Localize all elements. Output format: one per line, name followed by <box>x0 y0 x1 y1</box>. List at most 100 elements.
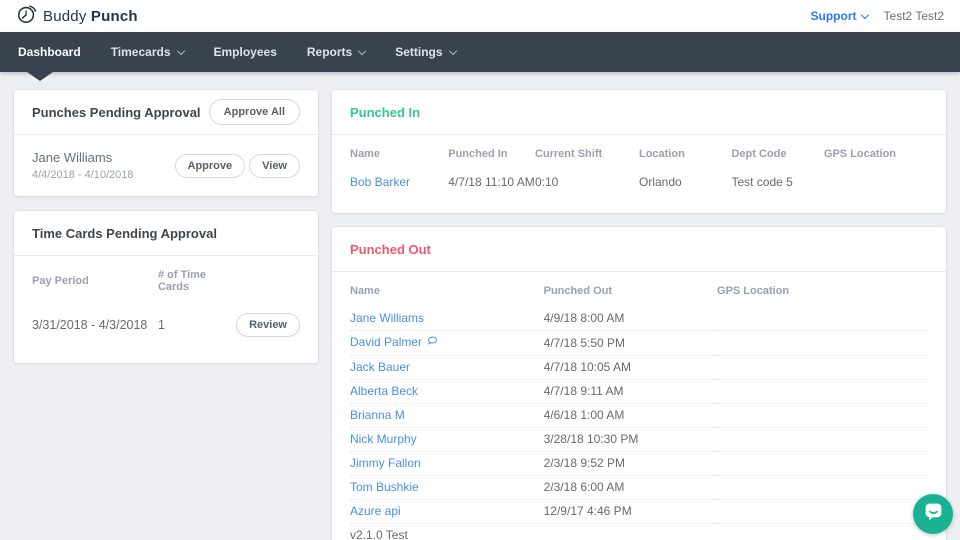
table-row: Alberta Beck 4/7/18 9:11 AM <box>350 379 928 404</box>
punched-out-time-cell: 12/9/17 4:46 PM <box>543 499 718 524</box>
employee-link[interactable]: Bob Barker <box>350 175 411 189</box>
card-title: Punched Out <box>350 241 431 257</box>
gps-cell <box>717 403 928 428</box>
table-row: Jane Williams 4/9/18 8:00 AM <box>350 307 928 331</box>
col-header-gps: GPS Location <box>717 285 790 297</box>
table-row: 3/31/2018 - 4/3/2018 1 Review <box>32 303 300 351</box>
name-cell: David Palmer <box>350 330 544 356</box>
employee-link[interactable]: Brianna M <box>350 408 405 422</box>
name-cell: Alberta Beck <box>350 379 544 404</box>
name-cell: Nick Murphy <box>350 427 544 452</box>
punched-out-table: Name Punched Out GPS Location Jane Willi… <box>350 272 928 540</box>
col-header-pay-period: Pay Period <box>32 275 89 287</box>
support-label: Support <box>810 9 857 23</box>
table-row: v2.1.0 Test <box>350 523 928 540</box>
punched-out-time-cell: 3/28/18 10:30 PM <box>543 427 718 452</box>
table-row: Bob Barker 4/7/18 11:10 AM 0:10 Orlando Test… <box>350 170 928 201</box>
table-row: Azure api 12/9/17 4:46 PM <box>350 499 928 524</box>
nav-item-reports[interactable]: Reports <box>307 45 367 59</box>
col-header-gps: GPS Location <box>823 148 897 160</box>
chevron-down-icon <box>860 10 869 19</box>
employee-link[interactable]: Azure api <box>350 504 401 518</box>
approve-all-button[interactable]: Approve All <box>208 99 300 125</box>
brand-name: Buddy Punch <box>43 7 138 25</box>
chat-bubble-icon <box>923 501 944 527</box>
approve-button[interactable]: Approve <box>174 153 246 178</box>
gps-cell <box>717 355 928 380</box>
table-row: Nick Murphy 3/28/18 10:30 PM <box>350 427 928 452</box>
table-row: Tom Bushkie 2/3/18 6:00 AM <box>350 475 928 500</box>
punched-in-card: Punched In Name Punched In Current Shift… <box>332 90 946 213</box>
punched-out-time-cell: 2/3/18 9:52 PM <box>543 451 718 476</box>
punched-out-time-cell: 4/6/18 1:00 AM <box>543 403 718 428</box>
nav-item-timecards[interactable]: Timecards <box>111 45 185 59</box>
col-header-punched-in: Punched In <box>448 148 508 160</box>
nav-item-settings[interactable]: Settings <box>395 45 457 59</box>
name-cell: Azure api <box>350 499 544 524</box>
gps-cell <box>717 307 928 331</box>
punched-out-time-cell: 2/3/18 6:00 AM <box>543 475 718 500</box>
employee-link[interactable]: David Palmer <box>350 335 423 349</box>
review-button[interactable]: Review <box>236 313 300 337</box>
gps-cell <box>824 170 928 201</box>
col-header-dept-code: Dept Code <box>731 148 787 160</box>
location-cell: Orlando <box>638 175 682 189</box>
punch-period: 4/4/2018 - 4/10/2018 <box>32 169 134 181</box>
active-tab-notch <box>27 72 53 81</box>
dept-code-cell: Test code 5 <box>731 175 793 189</box>
table-row: Brianna M 4/6/18 1:00 AM <box>350 403 928 428</box>
gps-cell <box>717 499 928 524</box>
gps-cell <box>717 427 928 452</box>
table-row: David Palmer 4/7/18 5:50 PM <box>350 330 928 356</box>
review-cell: Review <box>233 303 300 351</box>
gps-cell <box>717 330 928 356</box>
col-header-location: Location <box>638 148 685 160</box>
user-name[interactable]: Test2 Test2 <box>883 9 944 23</box>
timecards-table: Pay Period # of Time Cards 3/31/2018 - 4… <box>32 256 300 351</box>
employee-link[interactable]: Tom Bushkie <box>350 480 419 494</box>
nav-item-employees[interactable]: Employees <box>213 45 277 59</box>
table-row: Jack Bauer 4/7/18 10:05 AM <box>350 355 928 380</box>
employee-link[interactable]: Jack Bauer <box>350 360 411 374</box>
card-title: Punched In <box>350 104 421 120</box>
punched-out-time-cell <box>543 523 718 540</box>
punched-in-cell: 4/7/18 11:10 AM <box>448 175 535 189</box>
punches-pending-card: Punches Pending Approval Approve All Jan… <box>14 90 318 196</box>
employee-link[interactable]: Jane Williams <box>350 311 425 325</box>
chat-widget-button[interactable] <box>913 494 953 534</box>
employee-link[interactable]: Alberta Beck <box>350 384 419 398</box>
col-header-punched-out: Punched Out <box>543 285 613 297</box>
view-button[interactable]: View <box>249 153 300 178</box>
name-cell: Brianna M <box>350 403 544 428</box>
card-title: Punches Pending Approval <box>32 104 201 120</box>
card-title: Time Cards Pending Approval <box>32 225 217 241</box>
employee-link[interactable]: Nick Murphy <box>350 432 417 446</box>
clock-icon <box>16 3 38 30</box>
comment-icon[interactable] <box>426 335 439 350</box>
name-cell: Bob Barker <box>350 170 448 201</box>
main-nav: Dashboard Timecards Employees Reports Se… <box>0 32 960 81</box>
punched-out-time-cell: 4/7/18 10:05 AM <box>543 355 718 380</box>
nav-item-dashboard[interactable]: Dashboard <box>18 45 81 59</box>
punched-out-time-cell: 4/7/18 5:50 PM <box>543 330 718 356</box>
timecard-count-cell: 1 <box>157 318 165 332</box>
employee-name: v2.1.0 Test <box>350 528 408 540</box>
name-cell: Tom Bushkie <box>350 475 544 500</box>
punched-out-time-cell: 4/9/18 8:00 AM <box>543 311 625 325</box>
current-shift-cell: 0:10 <box>534 175 559 189</box>
col-header-current-shift: Current Shift <box>534 148 603 160</box>
name-cell: v2.1.0 Test <box>350 523 544 540</box>
name-cell: Jack Bauer <box>350 355 544 380</box>
gps-cell <box>717 451 928 476</box>
col-header-count: # of Time Cards <box>157 269 207 293</box>
table-row: Jimmy Fallon 2/3/18 9:52 PM <box>350 451 928 476</box>
punched-out-card: Punched Out Name Punched Out GPS Locatio… <box>332 227 946 540</box>
employee-link[interactable]: Jimmy Fallon <box>350 456 421 470</box>
pay-period-cell: 3/31/2018 - 4/3/2018 <box>32 318 148 332</box>
chevron-down-icon <box>357 46 367 55</box>
top-bar: Buddy Punch Support Test2 Test2 <box>0 0 960 32</box>
brand-logo[interactable]: Buddy Punch <box>16 3 138 30</box>
dashboard-content: Punches Pending Approval Approve All Jan… <box>0 72 960 540</box>
support-menu[interactable]: Support <box>810 9 869 23</box>
punched-in-table: Name Punched In Current Shift Location D… <box>350 135 928 201</box>
